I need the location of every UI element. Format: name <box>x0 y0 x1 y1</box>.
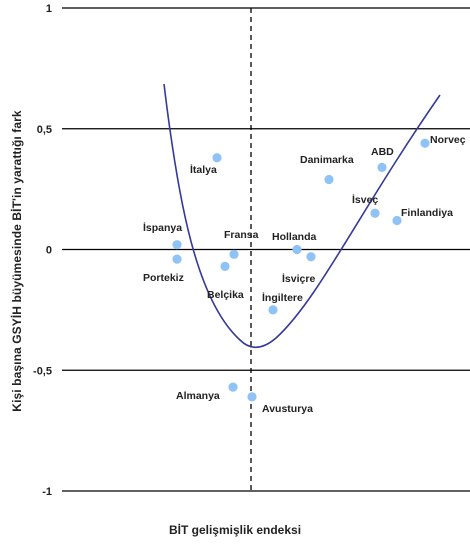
data-point <box>377 162 387 172</box>
point-label: Danimarka <box>300 154 354 166</box>
data-point <box>229 249 239 259</box>
data-point <box>324 174 334 185</box>
point-label: Avusturya <box>262 403 313 415</box>
point-label: Hollanda <box>272 231 316 243</box>
fit-curve <box>163 83 441 349</box>
point-label: Norveç <box>430 134 466 146</box>
data-point <box>228 382 238 392</box>
y-tick-labels: 1 0,5 0 -0,5 -1 <box>33 3 52 498</box>
y-tick-label: 0,5 <box>37 124 52 136</box>
labels-layer: İtalya İspanya Portekiz Fransa Belçika Almany… <box>143 134 466 415</box>
point-label: Fransa <box>224 229 259 241</box>
data-point <box>306 252 316 262</box>
y-tick-label: -1 <box>42 486 52 498</box>
grid-layer <box>62 7 470 492</box>
point-label: Portekiz <box>143 272 184 284</box>
data-point <box>370 208 380 218</box>
data-point <box>220 261 230 272</box>
point-label: İngiltere <box>262 291 303 304</box>
point-label: İsveç <box>352 193 378 206</box>
point-label: ABD <box>371 146 394 158</box>
points-layer <box>172 138 430 402</box>
y-tick-label: 0 <box>46 245 52 257</box>
point-label: İsviçre <box>282 272 315 285</box>
point-label: Belçika <box>207 289 244 301</box>
point-label: İtalya <box>190 163 217 176</box>
point-label: Almanya <box>176 390 220 402</box>
data-point <box>172 240 182 250</box>
data-point <box>247 392 257 402</box>
data-point <box>392 215 402 226</box>
data-point <box>292 244 302 255</box>
y-tick-label: -0,5 <box>33 365 52 377</box>
x-axis-label: BİT gelişmişlik endeksi <box>168 523 302 537</box>
data-point <box>268 305 278 315</box>
point-label: Finlandiya <box>401 207 453 219</box>
y-axis-label: Kişi başına GSYİH büyümesinde BİT'in yar… <box>10 110 24 412</box>
point-label: İspanya <box>143 221 182 234</box>
data-point <box>212 153 222 163</box>
data-point <box>420 138 430 148</box>
data-point <box>172 254 182 264</box>
y-tick-label: 1 <box>46 3 52 15</box>
